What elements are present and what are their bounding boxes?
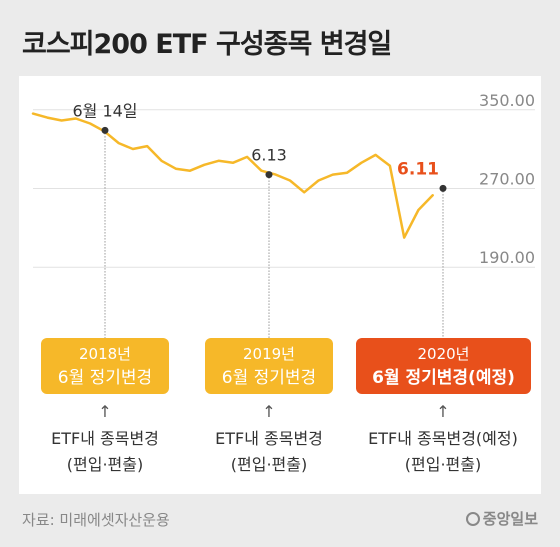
event-desc-line: ETF내 종목변경: [51, 429, 159, 448]
event-desc-2019: ETF내 종목변경 (편입·편출): [197, 426, 341, 478]
event-year: 2018년: [79, 345, 131, 363]
chart-card: 350.00 270.00 190.00 6월 14일 6.13 6.11 2018년 …: [19, 76, 541, 494]
event-year: 2020년: [417, 345, 470, 363]
event-label: 6월 정기변경: [221, 368, 317, 388]
event-box-2019: 2019년 6월 정기변경: [205, 338, 333, 394]
event-desc-2020: ETF내 종목변경(예정) (편입·편출): [349, 426, 537, 478]
event-desc-line: (편입·편출): [404, 455, 482, 474]
annotation-label: 6.13: [251, 146, 287, 165]
up-arrow-icon: ↑: [98, 402, 112, 421]
event-desc-2018: ETF내 종목변경 (편입·편출): [33, 426, 177, 478]
series-line-kospi200: [31, 112, 434, 239]
y-tick-label: 350.00: [479, 91, 535, 110]
annotation-point: [439, 184, 447, 192]
up-arrow-icon: ↑: [262, 402, 276, 421]
line-chart: 350.00 270.00 190.00 6월 14일 6.13 6.11: [31, 91, 535, 338]
logo-icon: [465, 512, 480, 526]
logo-text: 중앙일보: [482, 510, 538, 528]
event-box-2020: 2020년 6월 정기변경(예정): [356, 338, 531, 394]
source-note: 자료: 미래에셋자산운용: [22, 511, 170, 529]
event-year: 2019년: [243, 345, 295, 363]
annotation-point: [101, 126, 109, 134]
event-desc-line: (편입·편출): [230, 455, 308, 474]
event-label: 6월 정기변경: [57, 368, 153, 388]
event-desc-line: ETF내 종목변경: [215, 429, 323, 448]
event-label: 6월 정기변경(예정): [372, 368, 515, 388]
event-box-2018: 2018년 6월 정기변경: [41, 338, 169, 394]
up-arrow-icon: ↑: [436, 402, 450, 421]
y-tick-label: 190.00: [479, 248, 535, 267]
annotation-label: 6월 14일: [72, 101, 137, 120]
y-tick-label: 270.00: [479, 170, 535, 189]
chart-title: 코스피200 ETF 구성종목 변경일: [22, 29, 392, 60]
annotation-point: [265, 171, 273, 179]
event-desc-line: (편입·편출): [66, 455, 144, 474]
event-desc-line: ETF내 종목변경(예정): [368, 429, 518, 448]
annotation-label: 6.11: [397, 159, 439, 179]
publisher-logo: 중앙일보: [465, 508, 538, 529]
